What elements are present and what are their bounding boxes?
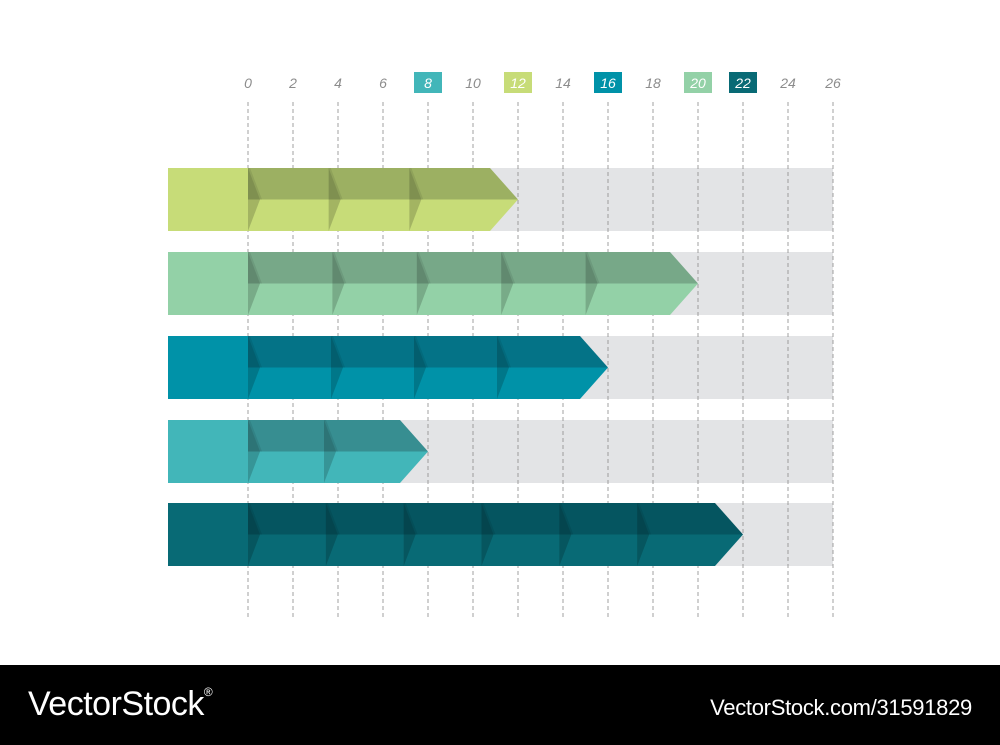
segment-chevron-edge [332,252,347,284]
bar-label-block [168,503,248,566]
tick-label: 6 [379,75,387,91]
bar-body [248,199,518,231]
bar-body-shade [248,336,608,368]
bar-body-shade [248,503,743,535]
segment-chevron-edge [585,252,600,284]
segment-chevron [332,252,345,315]
segment-chevron [559,503,572,566]
bar-label-block [168,336,248,399]
bar-body [248,451,428,483]
bar-label-block [168,420,248,483]
segment-chevron [325,503,338,566]
brand-logo: VectorStock® [28,685,213,724]
segment-chevron [414,336,426,399]
bar-body-shade [248,168,518,200]
segment-chevron [585,252,598,315]
tick-label: 10 [465,75,481,91]
segment-chevron [416,252,429,315]
segment-chevron-edge [324,420,338,452]
segment-chevron-edge [325,503,340,535]
segment-chevron [248,503,260,566]
tick-label-highlight [594,72,622,93]
segment-chevron [501,252,514,315]
segment-chevron-edge [409,168,424,200]
chart-area: 0 2 4 6 8 10 12 14 16 18 20 22 24 26 [168,72,841,618]
segment-chevron [331,336,343,399]
tick-label: 18 [645,75,661,91]
bar-label-block [168,252,248,315]
segment-chevron-edge [331,336,345,368]
tick-label: 14 [555,75,571,91]
bar-chart: 0 2 4 6 8 10 12 14 16 18 20 22 24 26 [168,72,841,618]
brand-name: VectorStock [28,685,204,723]
bar-label-block [168,168,248,231]
segment-chevron-edge [637,503,652,535]
segment-chevron [328,168,341,231]
segment-chevron-edge [481,503,496,535]
registered-mark: ® [203,685,213,699]
tick-label: 0 [244,75,252,91]
tick-label-highlight [729,72,757,93]
segment-chevron-edge [248,420,262,452]
tick-label-highlight [414,72,442,93]
tick-label: 8 [424,75,432,91]
segment-chevron-edge [559,503,574,535]
segment-chevron-edge [248,252,262,284]
segment-chevron [409,168,422,231]
segment-chevron-edge [403,503,418,535]
segment-chevron-edge [416,252,431,284]
segment-chevron [481,503,494,566]
segment-chevron-edge [248,336,262,368]
bar-body-shade [248,420,428,452]
segment-chevron-edge [248,503,262,535]
segment-chevron-edge [328,168,343,200]
bar-body [248,534,743,566]
tick-label: 4 [334,75,342,91]
segment-chevron [248,252,260,315]
segment-chevron-edge [501,252,516,284]
stock-id: VectorStock.com/31591829 [710,695,972,720]
segment-chevron [324,420,336,483]
tick-label: 24 [779,75,796,91]
segment-chevron [497,336,509,399]
segment-chevron [248,336,260,399]
tick-label: 22 [734,75,751,91]
segment-chevron-edge [497,336,511,368]
tick-label: 16 [600,75,616,91]
tick-label-highlight [684,72,712,93]
segment-chevron [403,503,416,566]
segment-chevron-edge [414,336,428,368]
tick-label: 2 [288,75,297,91]
segment-chevron [637,503,650,566]
segment-chevron [248,420,260,483]
segment-chevron-edge [248,168,262,200]
footer-bar: VectorStock® VectorStock.com/31591829 [0,665,1000,745]
tick-label-highlight [504,72,532,93]
tick-label: 12 [510,75,526,91]
bar-body-shade [248,252,698,284]
tick-label: 26 [824,75,841,91]
tick-label: 20 [689,75,706,91]
bar-body [248,367,608,399]
bar-body [248,283,698,315]
segment-chevron [248,168,260,231]
